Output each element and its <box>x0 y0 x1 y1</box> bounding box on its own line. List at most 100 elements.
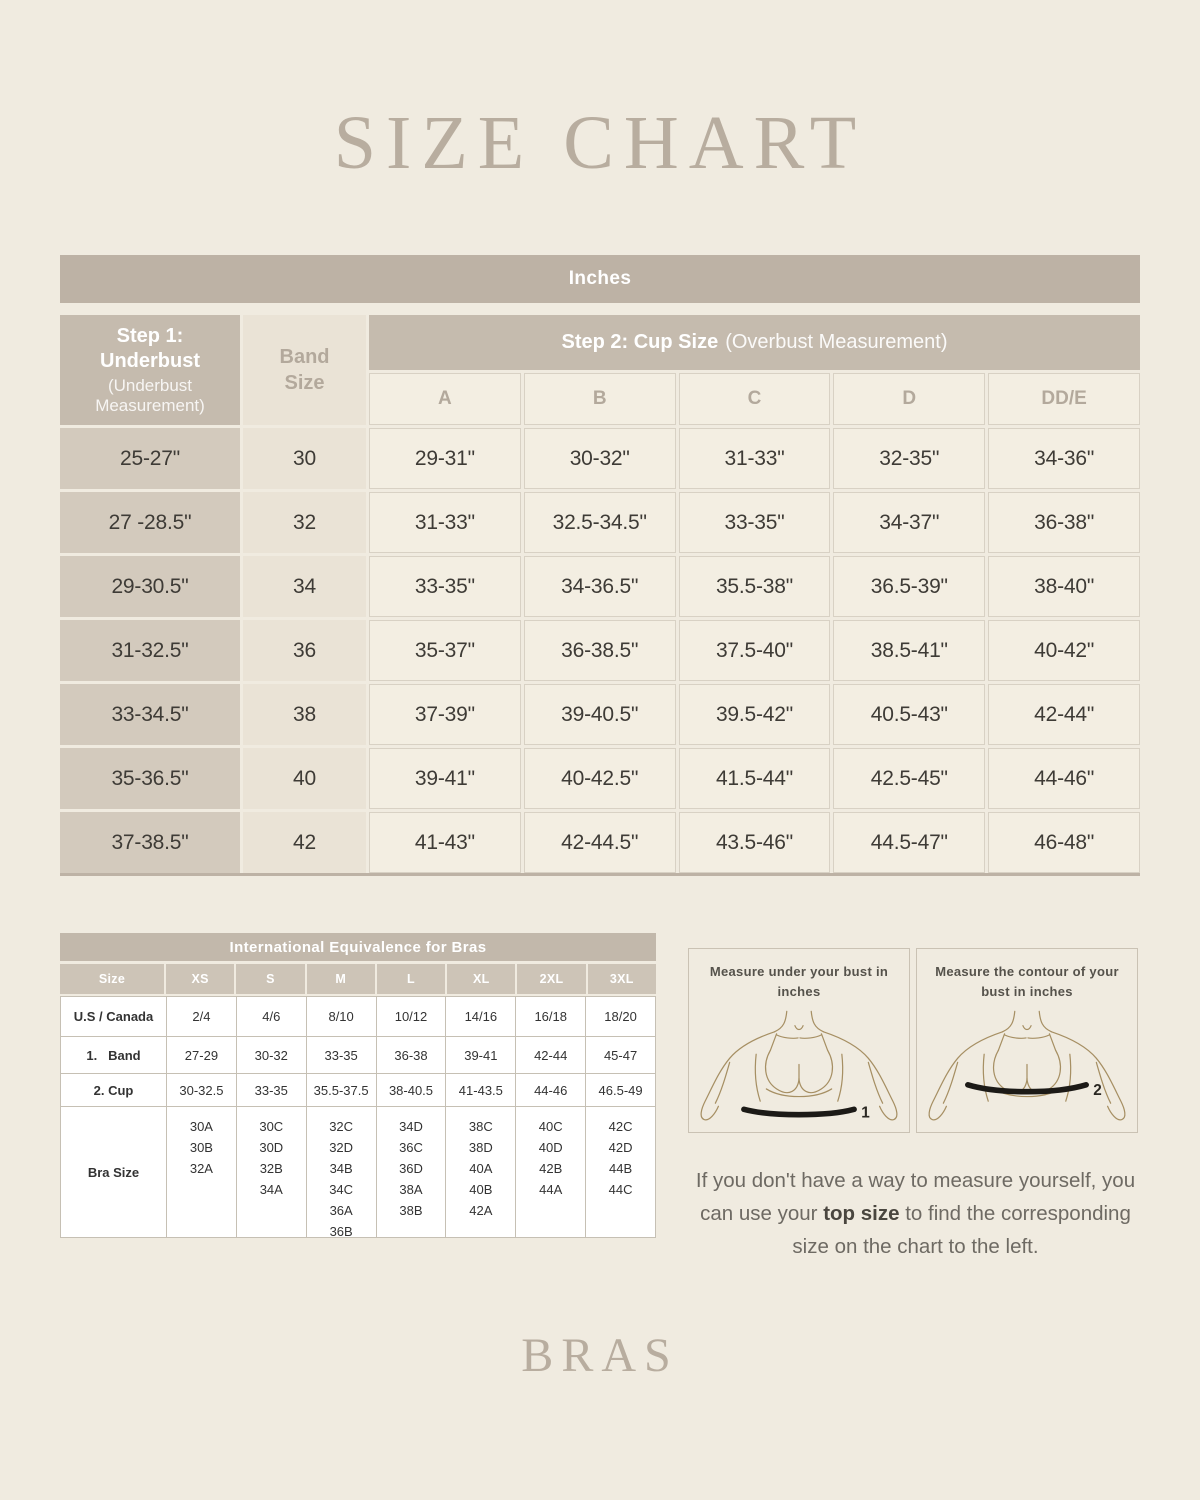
intl-row-label: Bra Size <box>61 1107 166 1237</box>
cup-cell: 39-40.5" <box>523 684 676 745</box>
note-text: to find the corresponding size on the ch… <box>792 1202 1131 1259</box>
cup-cell: 36-38" <box>988 492 1140 553</box>
cup-cell: 38.5-41" <box>833 620 986 681</box>
band-cell: 34 <box>243 556 366 617</box>
cup-column-header: D <box>833 373 986 425</box>
measuring-tape-icon <box>741 1106 857 1118</box>
intl-cell: 18/20 <box>586 997 655 1036</box>
measure-overbust-figure: Measure the contour of your bust in inch… <box>916 948 1138 1133</box>
underbust-cell: 25-27" <box>60 428 240 489</box>
cup-cell: 31-33" <box>369 492 521 553</box>
intl-cell: 30A 30B 32A <box>167 1107 236 1237</box>
category-footer: BRAS <box>521 1329 679 1382</box>
cup-cell: 44-46" <box>988 748 1140 809</box>
underbust-cell: 29-30.5" <box>60 556 240 617</box>
band-cell: 38 <box>243 684 366 745</box>
intl-cell: 2/4 <box>167 997 236 1036</box>
underbust-cell: 35-36.5" <box>60 748 240 809</box>
step1-underbust-header: Step 1: Underbust (Underbust Measurement… <box>60 315 240 425</box>
cup-cell: 30-32" <box>523 428 676 489</box>
step1-title: Step 1: Underbust <box>100 324 200 372</box>
intl-column-header: XL <box>447 964 516 994</box>
cup-cell: 33-35" <box>678 492 831 553</box>
intl-column-header: Size <box>60 964 164 994</box>
cup-column-header: A <box>369 373 521 425</box>
cup-cell: 32-35" <box>833 428 986 489</box>
intl-cell: 41-43.5 <box>446 1074 516 1106</box>
intl-cell: 10/12 <box>376 997 446 1036</box>
figure-caption: Measure under your bust in inches <box>709 964 889 999</box>
intl-cell: 33-35 <box>306 1037 376 1073</box>
intl-cell: 30-32 <box>236 1037 306 1073</box>
cup-cell: 41-43" <box>369 812 521 873</box>
cup-cell: 36-38.5" <box>523 620 676 681</box>
intl-cell: 30C 30D 32B 34A <box>236 1107 306 1237</box>
intl-cell: 14/16 <box>446 997 516 1036</box>
cup-column-header: DD/E <box>988 373 1140 425</box>
intl-table-title: International Equivalence for Bras <box>60 933 656 961</box>
international-equivalence-table: International Equivalence for Bras Size … <box>60 933 656 1239</box>
cup-cell: 29-31" <box>369 428 521 489</box>
intl-table-header-row: Size XS S M L XL 2XL 3XL <box>60 964 656 994</box>
figure-caption: Measure the contour of your bust in inch… <box>935 964 1119 999</box>
note-top-size: top size <box>823 1202 900 1226</box>
torso-illustration: 1 <box>700 1010 898 1121</box>
intl-row-label: 1. Band <box>61 1037 166 1073</box>
cup-cell: 43.5-46" <box>678 812 831 873</box>
cup-cell: 32.5-34.5" <box>523 492 676 553</box>
intl-cell: 33-35 <box>236 1074 306 1106</box>
intl-cell: 32C 32D 34B 34C 36A 36B <box>306 1107 376 1239</box>
intl-cell: 38-40.5 <box>376 1074 446 1106</box>
tape-marker-label: 2 <box>1093 1082 1102 1099</box>
intl-cell: 35.5-37.5 <box>306 1074 376 1106</box>
intl-cell: 42-44 <box>516 1037 586 1073</box>
intl-row-label: U.S / Canada <box>61 997 166 1036</box>
step2-subtitle: (Overbust Measurement) <box>725 331 948 353</box>
intl-cell: 38C 38D 40A 40B 42A <box>446 1107 516 1237</box>
intl-cell: 34D 36C 36D 38A 38B <box>376 1107 446 1237</box>
cup-cell: 44.5-47" <box>833 812 986 873</box>
cup-cell: 42.5-45" <box>833 748 986 809</box>
underbust-cell: 31-32.5" <box>60 620 240 681</box>
cup-cell: 31-33" <box>678 428 831 489</box>
torso-illustration: 2 <box>928 1010 1126 1121</box>
measuring-tape-icon <box>965 1082 1089 1095</box>
intl-cell: 44-46 <box>516 1074 586 1106</box>
step1-subtitle: (Underbust Measurement) <box>95 375 205 415</box>
band-size-header: Band Size <box>243 315 366 425</box>
note-text: If you don't have a way to measure yours… <box>695 1169 1136 1226</box>
cup-cell: 33-35" <box>369 556 521 617</box>
cup-cell: 37.5-40" <box>678 620 831 681</box>
band-cell: 40 <box>243 748 366 809</box>
cup-cell: 35-37" <box>369 620 521 681</box>
tape-marker-label: 1 <box>861 1104 870 1121</box>
size-chart-grid: Step 1: Underbust (Underbust Measurement… <box>60 315 1140 876</box>
cup-cell: 46-48" <box>988 812 1140 873</box>
intl-cell: 4/6 <box>236 997 306 1036</box>
cup-cell: 34-36" <box>988 428 1140 489</box>
intl-cell: 27-29 <box>167 1037 236 1073</box>
measure-note: If you don't have a way to measure yours… <box>688 1164 1143 1264</box>
intl-cell: 8/10 <box>306 997 376 1036</box>
size-chart-table: Inches Step 1: Underbust (Underbust Meas… <box>60 255 1140 876</box>
intl-cell: 16/18 <box>516 997 586 1036</box>
band-cell: 30 <box>243 428 366 489</box>
intl-cell: 45-47 <box>586 1037 655 1073</box>
cup-cell: 41.5-44" <box>678 748 831 809</box>
cup-cell: 34-37" <box>833 492 986 553</box>
band-cell: 42 <box>243 812 366 873</box>
cup-cell: 39.5-42" <box>678 684 831 745</box>
intl-cell: 40C 40D 42B 44A <box>516 1107 586 1237</box>
intl-column-header: S <box>236 964 305 994</box>
intl-column-header: XS <box>166 964 235 994</box>
measure-underbust-figure: Measure under your bust in inches 1 <box>688 948 910 1133</box>
measurement-figures: Measure under your bust in inches 1 Meas… <box>688 948 1138 1133</box>
page-title: SIZE CHART <box>333 101 867 185</box>
cup-column-header: B <box>523 373 676 425</box>
cup-cell: 34-36.5" <box>523 556 676 617</box>
intl-cell: 39-41 <box>446 1037 516 1073</box>
intl-cell: 30-32.5 <box>167 1074 236 1106</box>
cup-cell: 42-44" <box>988 684 1140 745</box>
intl-row-label: 2. Cup <box>61 1074 166 1106</box>
cup-cell: 40.5-43" <box>833 684 986 745</box>
